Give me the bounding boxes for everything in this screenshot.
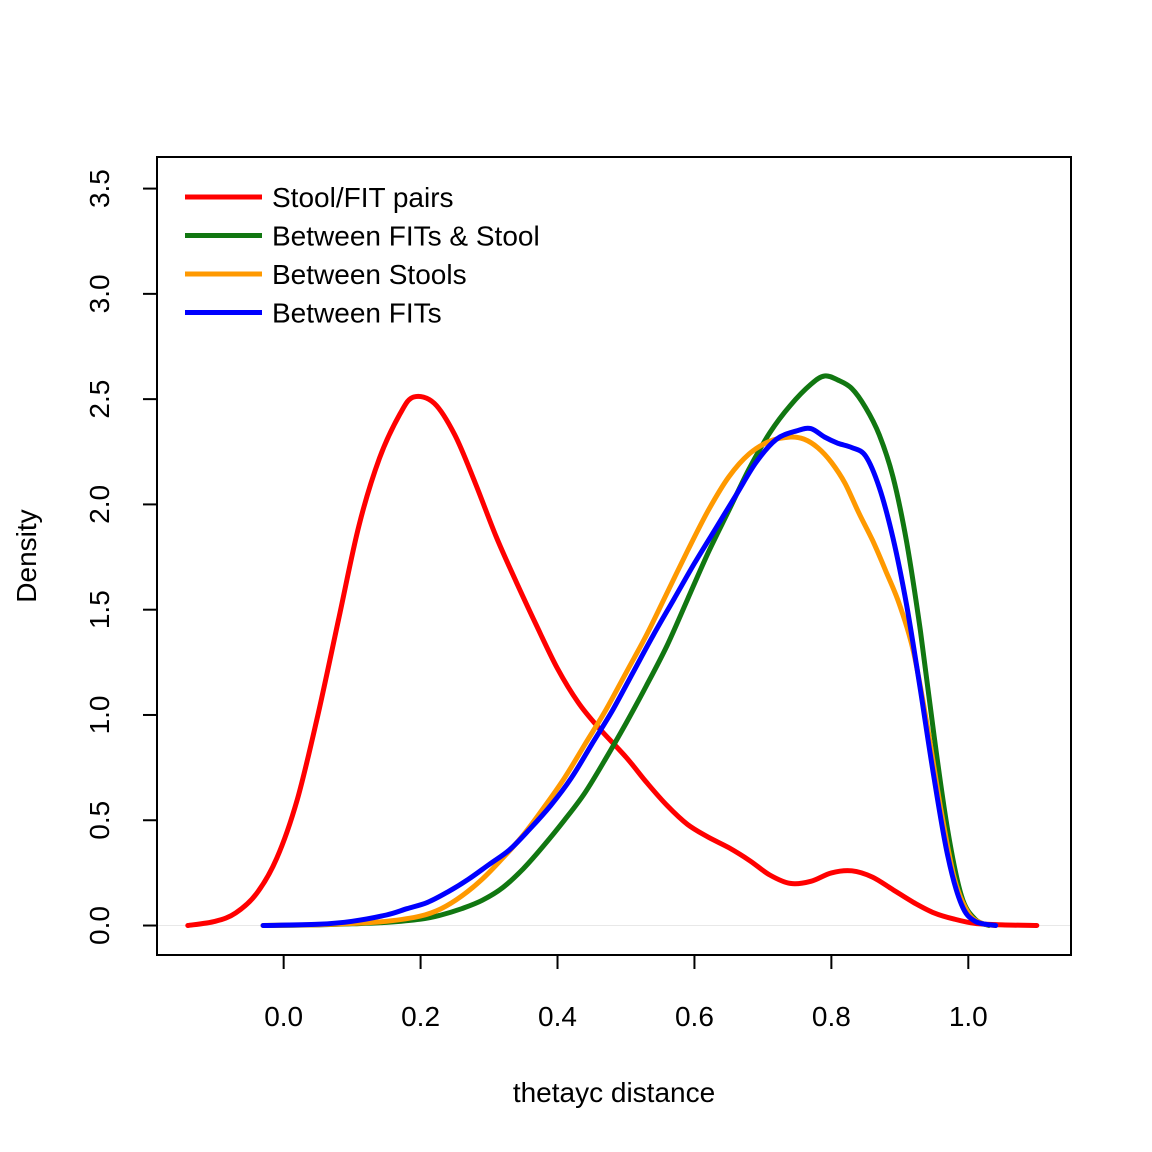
y-tick-label: 2.5 (84, 380, 115, 419)
y-tick-label: 1.0 (84, 695, 115, 734)
legend-label-stool-fit-pairs: Stool/FIT pairs (272, 182, 454, 213)
y-tick-label: 2.0 (84, 485, 115, 524)
x-tick-label: 0.6 (675, 1001, 714, 1032)
series-line-stool-fit-pairs (185, 393, 1040, 928)
y-tick-label: 0.5 (84, 801, 115, 840)
y-axis: 0.0 0.5 1.0 1.5 2.0 2.5 3.0 3.5 (84, 169, 158, 945)
series-layer (185, 373, 1040, 928)
legend-label-between-stools: Between Stools (272, 259, 467, 290)
x-tick-label: 0.4 (538, 1001, 577, 1032)
y-tick-label: 3.0 (84, 274, 115, 313)
x-axis: 0.0 0.2 0.4 0.6 0.8 1.0 (264, 954, 988, 1032)
series-line-between-fits-stool (260, 373, 992, 928)
x-tick-label: 1.0 (949, 1001, 988, 1032)
x-axis-label: thetayc distance (513, 1077, 715, 1108)
y-axis-label: Density (11, 509, 42, 602)
y-tick-label: 3.5 (84, 169, 115, 208)
x-tick-label: 0.0 (264, 1001, 303, 1032)
legend-label-between-fits: Between FITs (272, 298, 442, 329)
legend: Stool/FIT pairs Between FITs & Stool Betwe… (185, 182, 540, 329)
legend-label-between-fits-stool: Between FITs & Stool (272, 221, 540, 252)
x-tick-label: 0.8 (812, 1001, 851, 1032)
y-tick-label: 1.5 (84, 590, 115, 629)
series-line-between-fits (260, 425, 999, 928)
y-tick-label: 0.0 (84, 906, 115, 945)
x-tick-label: 0.2 (401, 1001, 440, 1032)
